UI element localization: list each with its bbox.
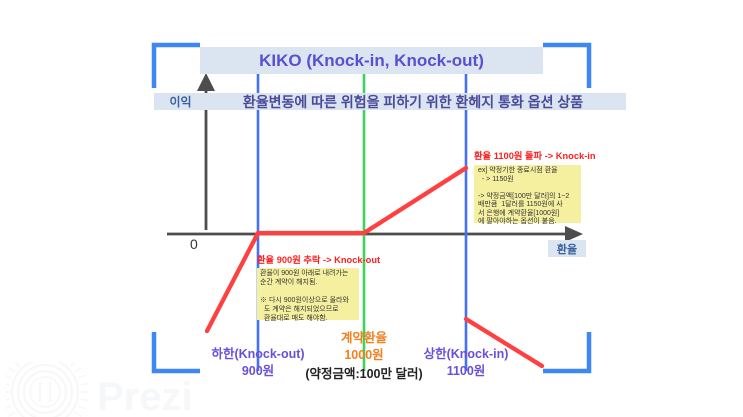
svg-text:Prezi: Prezi bbox=[97, 375, 193, 417]
